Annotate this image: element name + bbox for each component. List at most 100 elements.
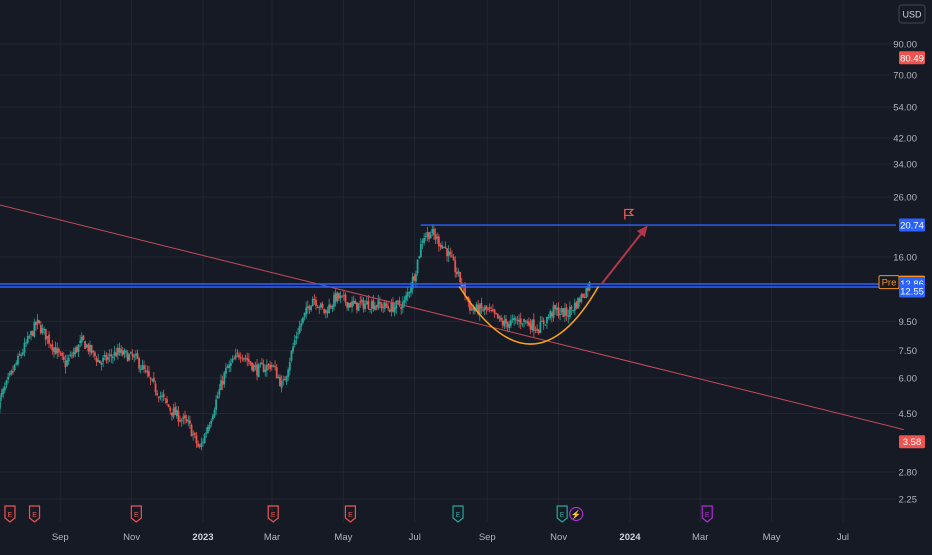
candle-body	[318, 306, 321, 308]
candle-body	[293, 340, 296, 345]
dividend-marker[interactable]: ⚡	[569, 506, 584, 522]
candle-body	[10, 370, 13, 374]
candle-body	[184, 415, 186, 419]
candle-body	[426, 232, 429, 237]
event-markers[interactable]: E E E E E E E ⚡ E	[4, 505, 713, 523]
candle-body	[496, 313, 499, 319]
candle-body	[457, 271, 460, 274]
marker-shape	[452, 505, 464, 523]
candle-body	[477, 304, 480, 315]
tag-label: 80.49	[900, 53, 924, 64]
candle-body	[310, 305, 312, 310]
candle-body	[339, 295, 342, 299]
x-tick-label: May	[763, 532, 781, 543]
currency-button[interactable]: USD	[898, 4, 926, 24]
candle-body	[12, 371, 14, 373]
candle-body	[238, 354, 240, 358]
candle-body	[439, 244, 442, 247]
candle-body	[485, 305, 488, 310]
candle-body	[0, 392, 3, 397]
candle-body	[298, 326, 301, 333]
candle-body	[272, 365, 275, 367]
candle-body	[279, 376, 281, 387]
candle-body	[239, 357, 242, 359]
earnings-marker[interactable]: E	[4, 505, 16, 523]
grid	[0, 0, 896, 522]
candle-body	[577, 298, 579, 309]
candle-body	[185, 419, 188, 421]
candle-body	[380, 303, 383, 309]
candle-body	[274, 366, 276, 368]
candle-body	[586, 287, 589, 291]
candle-body	[446, 248, 448, 257]
trendline[interactable]	[0, 202, 904, 431]
candle-body	[519, 318, 522, 324]
candle-body	[303, 312, 306, 318]
candle-body	[48, 334, 50, 344]
candle-body	[179, 420, 181, 422]
earnings-marker[interactable]: E	[452, 505, 464, 523]
candle-body	[43, 328, 46, 330]
candle-body	[130, 352, 132, 354]
candle-body	[305, 307, 308, 315]
candle-body	[405, 295, 407, 300]
earnings-marker[interactable]: E	[130, 505, 142, 523]
projection-arrow[interactable]	[601, 226, 648, 285]
candle-body	[136, 353, 139, 359]
candle-body	[352, 300, 355, 304]
candle-body	[126, 352, 129, 362]
y-tick-label: 54.00	[893, 103, 917, 114]
resistance-mid-b-tag: 12.55	[899, 284, 925, 298]
candle-body	[295, 336, 298, 339]
candle-body	[570, 306, 573, 309]
candle-body	[411, 276, 414, 289]
candle-body	[483, 307, 486, 311]
candle-body	[429, 234, 432, 239]
cup-arc[interactable]	[458, 286, 600, 345]
candle-body	[121, 350, 124, 356]
x-tick-label: Jul	[409, 532, 421, 543]
candle-body	[144, 370, 147, 372]
candle-body	[396, 300, 399, 302]
candle-body	[95, 357, 98, 362]
candle-body	[208, 424, 211, 429]
candles	[0, 224, 591, 451]
candle-body	[236, 352, 239, 354]
candle-body	[372, 300, 375, 309]
candle-body	[203, 434, 206, 444]
earnings-marker[interactable]: E	[701, 505, 713, 523]
candle-body	[582, 293, 584, 298]
candle-body	[13, 364, 16, 370]
candle-body	[321, 304, 324, 308]
candle-body	[323, 308, 326, 314]
candle-body	[387, 306, 389, 309]
candle-body	[31, 331, 34, 336]
candle-body	[225, 368, 227, 374]
candle-body	[46, 336, 49, 339]
earnings-marker[interactable]: E	[556, 505, 568, 523]
candle-body	[39, 325, 42, 334]
marker-label: E	[271, 512, 276, 519]
candle-body	[400, 306, 403, 309]
candle-body	[89, 344, 91, 352]
candle-body	[162, 393, 165, 398]
candle-body	[311, 298, 314, 307]
drawings[interactable]	[0, 202, 904, 431]
time-axis[interactable]: Sep Nov 2023 Mar May Jul Sep Nov 2024 Mar May Jul	[52, 532, 849, 543]
candle-body	[418, 256, 421, 258]
candle-body	[524, 320, 527, 322]
candle-body	[30, 331, 32, 336]
candle-body	[75, 347, 78, 352]
candle-body	[64, 360, 67, 368]
earnings-marker[interactable]: E	[344, 505, 357, 523]
tag-80-49: 80.49	[899, 51, 925, 65]
earnings-marker[interactable]: E	[267, 505, 279, 523]
candle-body	[567, 315, 570, 318]
candle-body	[218, 389, 221, 395]
price-axis[interactable]: 90.00 70.00 54.00 42.00 34.00 26.00 16.00 9.50 7…	[893, 40, 917, 506]
candle-body	[338, 293, 340, 299]
earnings-marker[interactable]: E	[28, 505, 41, 523]
flag-icon[interactable]	[624, 208, 635, 220]
